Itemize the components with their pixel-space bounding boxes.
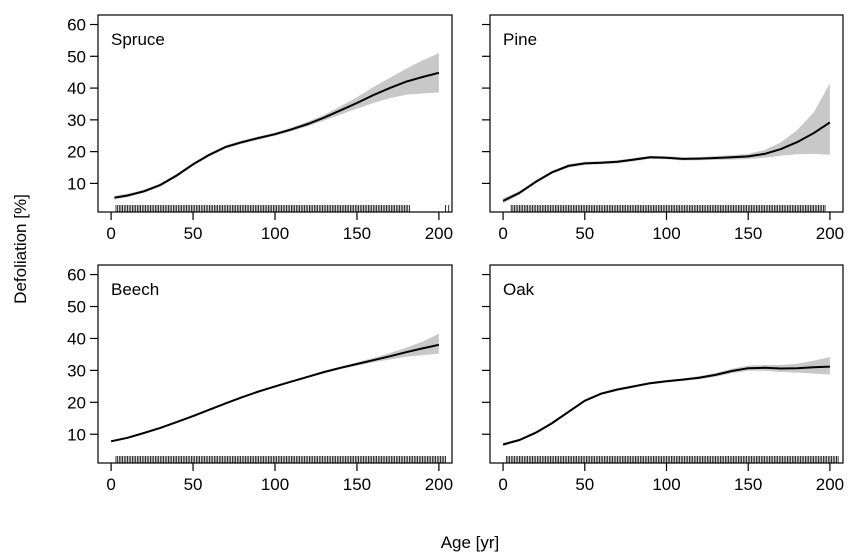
x-tick-label: 200 bbox=[425, 224, 453, 243]
x-tick-label: 150 bbox=[734, 224, 762, 243]
y-tick-label: 60 bbox=[67, 16, 86, 35]
fitted-line bbox=[502, 121, 831, 202]
fitted-line bbox=[110, 343, 440, 443]
confidence-band bbox=[503, 357, 830, 447]
y-tick-label: 60 bbox=[67, 266, 86, 285]
x-tick-label: 150 bbox=[734, 475, 762, 494]
rug-marks bbox=[115, 456, 446, 463]
x-tick-label: 200 bbox=[425, 475, 453, 494]
rug-marks bbox=[510, 205, 826, 212]
y-tick-label: 20 bbox=[67, 393, 86, 412]
y-tick-label: 50 bbox=[67, 298, 86, 317]
x-tick-label: 0 bbox=[498, 224, 507, 243]
confidence-band bbox=[114, 53, 439, 200]
x-tick-label: 100 bbox=[261, 224, 289, 243]
y-tick-label: 30 bbox=[67, 361, 86, 380]
fitted-line bbox=[114, 71, 440, 199]
y-tick-label: 10 bbox=[67, 174, 86, 193]
y-tick-label: 30 bbox=[67, 111, 86, 130]
y-tick-label: 10 bbox=[67, 425, 86, 444]
x-axis-label: Age [yr] bbox=[441, 533, 500, 552]
rug-marks bbox=[505, 456, 839, 463]
x-tick-label: 100 bbox=[652, 224, 680, 243]
y-tick-label: 40 bbox=[67, 79, 86, 98]
y-tick-label: 20 bbox=[67, 143, 86, 162]
x-tick-label: 100 bbox=[261, 475, 289, 494]
panel-pine: Pine 0 50 100 150 200 bbox=[482, 14, 844, 243]
panel-beech: Beech 0 50 100 150 200 10 20 30 40 50 60 bbox=[67, 264, 453, 494]
x-tick-label: 0 bbox=[106, 224, 115, 243]
plot-frame bbox=[489, 14, 844, 213]
x-tick-label: 50 bbox=[575, 224, 594, 243]
panel-title: Beech bbox=[111, 280, 159, 299]
x-tick-label: 50 bbox=[575, 475, 594, 494]
plot-frame bbox=[489, 264, 844, 464]
x-tick-label: 200 bbox=[816, 224, 844, 243]
y-tick-label: 50 bbox=[67, 47, 86, 66]
x-tick-label: 200 bbox=[816, 475, 844, 494]
confidence-band bbox=[503, 83, 830, 204]
x-tick-label: 50 bbox=[184, 224, 203, 243]
x-tick-label: 150 bbox=[343, 475, 371, 494]
x-tick-label: 0 bbox=[498, 475, 507, 494]
panel-title: Oak bbox=[503, 280, 535, 299]
panel-title: Spruce bbox=[111, 30, 165, 49]
y-axis-label: Defoliation [%] bbox=[11, 194, 30, 304]
x-tick-label: 0 bbox=[106, 475, 115, 494]
panel-title: Pine bbox=[503, 30, 537, 49]
y-tick-label: 40 bbox=[67, 329, 86, 348]
fitted-line bbox=[502, 365, 830, 446]
confidence-band bbox=[111, 333, 439, 443]
x-tick-label: 150 bbox=[343, 224, 371, 243]
rug-marks bbox=[115, 205, 450, 212]
x-tick-label: 50 bbox=[184, 475, 203, 494]
panel-oak: Oak 0 50 100 150 200 bbox=[482, 264, 844, 494]
x-tick-label: 100 bbox=[652, 475, 680, 494]
panel-spruce: Spruce 0 50 100 150 200 10 20 30 40 50 60 bbox=[67, 14, 453, 243]
